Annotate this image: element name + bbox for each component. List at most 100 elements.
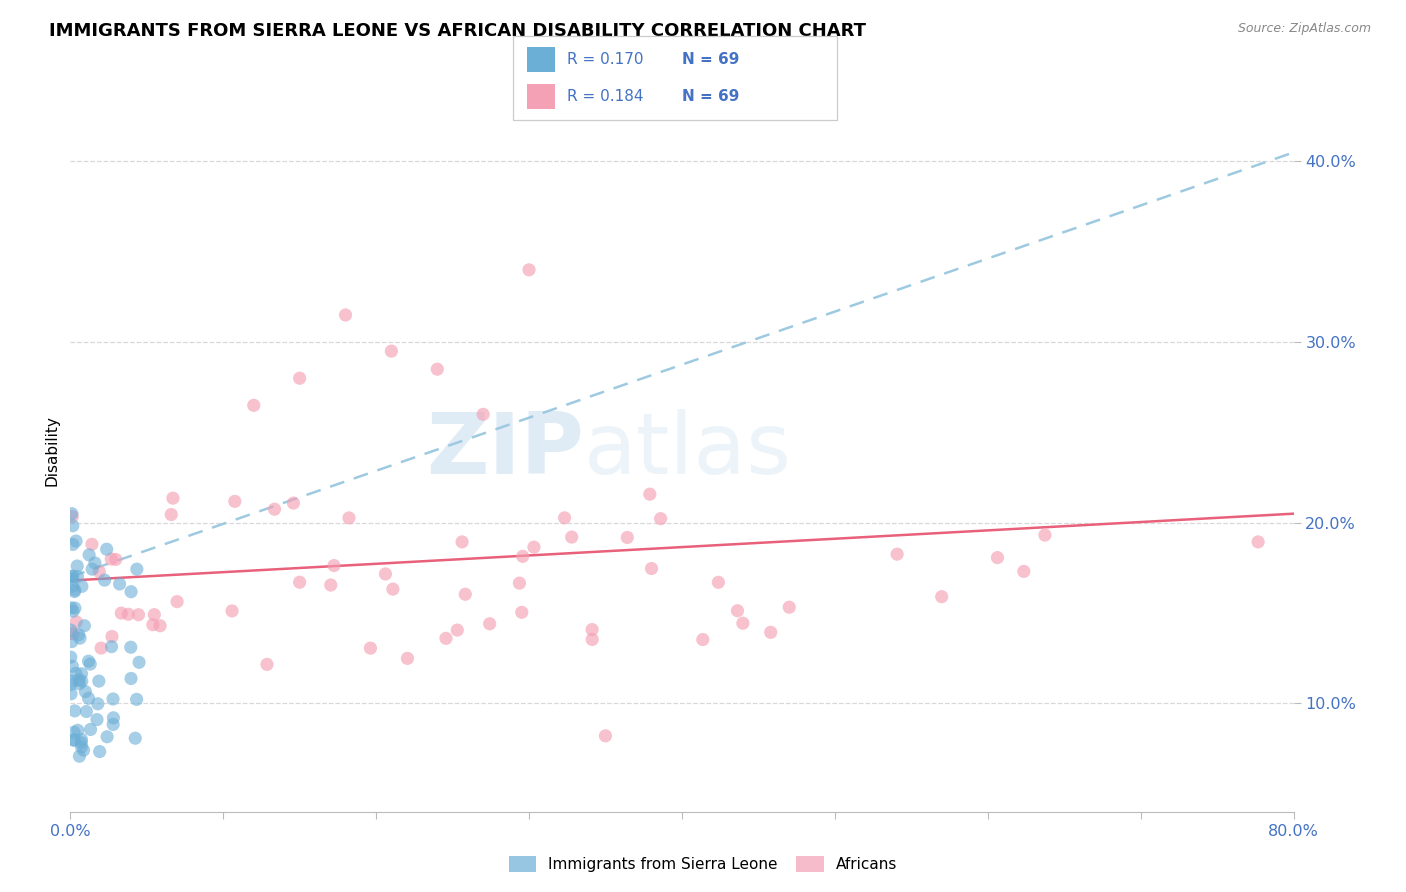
Text: N = 69: N = 69 (682, 52, 740, 67)
Point (62, 604, 84, 618)
Point (62, 537, 84, 551)
Point (70, 732, 93, 747)
Point (640, 561, 662, 575)
Point (886, 547, 908, 561)
Point (616, 531, 638, 545)
Point (63, 582, 86, 597)
Point (65, 615, 87, 629)
Point (59, 650, 82, 665)
Point (595, 729, 617, 743)
Point (67, 749, 90, 764)
Point (124, 731, 146, 746)
Point (581, 632, 603, 647)
Point (83, 556, 105, 570)
Point (288, 575, 311, 590)
Point (60, 569, 83, 583)
Point (478, 616, 501, 631)
Point (101, 630, 124, 644)
Point (67, 676, 90, 690)
Point (434, 632, 457, 646)
Point (63, 704, 86, 718)
Point (103, 711, 125, 725)
Point (67, 628, 90, 642)
Point (120, 584, 142, 599)
Point (731, 616, 754, 631)
Point (60, 600, 83, 615)
Point (93, 573, 115, 587)
Point (77, 548, 100, 562)
Point (451, 535, 474, 549)
Point (523, 540, 546, 554)
Point (62, 733, 84, 747)
Point (60, 507, 83, 521)
Point (60, 509, 83, 524)
Point (759, 625, 782, 640)
Point (82, 562, 104, 576)
Point (1012, 565, 1035, 579)
Point (446, 623, 468, 637)
Point (66, 559, 89, 574)
Point (108, 577, 131, 591)
Point (110, 606, 132, 620)
Text: R = 0.170: R = 0.170 (567, 52, 643, 67)
Point (90, 641, 112, 656)
Text: atlas: atlas (583, 409, 792, 492)
Point (554, 511, 576, 525)
Point (60, 687, 83, 701)
Point (512, 549, 534, 564)
Point (79, 723, 101, 737)
Point (561, 530, 583, 544)
Point (727, 604, 749, 618)
Point (162, 491, 184, 505)
Point (60, 572, 83, 586)
Point (60, 634, 83, 648)
Point (986, 550, 1008, 565)
Point (65, 534, 87, 549)
Point (125, 692, 148, 706)
Point (128, 607, 150, 622)
Point (142, 617, 165, 632)
Text: Source: ZipAtlas.com: Source: ZipAtlas.com (1237, 22, 1371, 36)
Point (517, 262, 540, 277)
Point (75, 705, 97, 719)
Point (62, 518, 84, 533)
Point (70, 736, 93, 750)
Text: R = 0.184: R = 0.184 (567, 89, 643, 104)
Point (319, 578, 342, 592)
Point (70, 739, 93, 754)
Point (89, 745, 111, 759)
Point (508, 576, 530, 591)
Point (80, 537, 103, 551)
Point (62, 569, 84, 583)
Point (63, 601, 86, 615)
Point (778, 600, 800, 615)
Point (1247, 535, 1270, 549)
Point (70, 674, 93, 689)
Point (75, 684, 97, 698)
Point (86, 713, 108, 727)
Point (650, 511, 672, 525)
Point (166, 594, 188, 608)
Point (77, 654, 100, 668)
Point (63, 584, 86, 599)
Point (707, 575, 730, 590)
Point (63, 733, 86, 747)
Point (70, 579, 93, 593)
Y-axis label: Disability: Disability (44, 415, 59, 486)
Point (72, 743, 94, 757)
Point (692, 632, 714, 647)
Point (160, 508, 183, 522)
Point (263, 502, 285, 516)
Point (60, 674, 83, 689)
Point (221, 604, 243, 618)
Point (100, 552, 122, 566)
Point (510, 605, 533, 619)
Point (581, 623, 603, 637)
Point (101, 692, 124, 706)
Point (337, 511, 360, 525)
Point (65, 666, 87, 681)
Point (62, 579, 84, 593)
Point (89, 565, 111, 579)
Point (62, 626, 84, 640)
Point (120, 640, 142, 655)
